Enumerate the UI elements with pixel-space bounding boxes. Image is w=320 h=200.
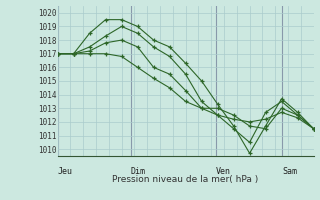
X-axis label: Pression niveau de la mer( hPa ): Pression niveau de la mer( hPa ) [112,175,259,184]
Text: Ven: Ven [216,167,231,176]
Text: Jeu: Jeu [58,167,73,176]
Text: Dim: Dim [131,167,146,176]
Text: Sam: Sam [282,167,297,176]
